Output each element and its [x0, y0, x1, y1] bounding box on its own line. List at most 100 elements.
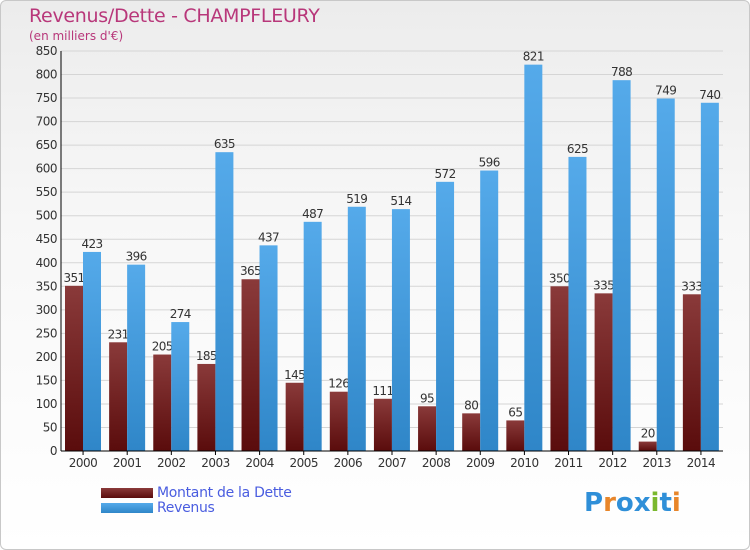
bar-dette-2004 [241, 279, 260, 451]
value-label-revenus-2007: 514 [390, 194, 411, 208]
logo-letter: t [659, 488, 672, 518]
value-label-dette-2010: 65 [508, 405, 522, 419]
y-tick-label: 0 [50, 444, 57, 458]
logo-letter: x [633, 488, 651, 518]
value-label-dette-2008: 95 [420, 391, 434, 405]
y-tick-label: 450 [36, 232, 57, 246]
value-label-dette-2011: 350 [549, 271, 570, 285]
bar-revenus-2005 [303, 221, 322, 451]
value-label-dette-2014: 333 [681, 279, 702, 293]
bar-revenus-2001 [127, 264, 146, 451]
value-label-revenus-2008: 572 [435, 167, 456, 181]
bar-revenus-2010 [524, 64, 543, 451]
value-label-dette-2013: 20 [641, 427, 655, 441]
value-label-revenus-2012: 788 [611, 65, 632, 79]
value-label-revenus-2004: 437 [258, 230, 279, 244]
value-label-dette-2012: 335 [593, 278, 614, 292]
bar-revenus-2014 [700, 102, 719, 451]
y-tick-label: 100 [36, 397, 57, 411]
value-label-dette-2002: 205 [152, 340, 173, 354]
bar-dette-2001 [109, 342, 128, 451]
value-label-dette-2005: 145 [284, 368, 305, 382]
x-tick-label-2004: 2004 [245, 456, 274, 470]
bar-revenus-2011 [568, 156, 587, 451]
value-label-dette-2007: 111 [372, 384, 393, 398]
x-tick-label-2013: 2013 [643, 456, 672, 470]
bar-dette-2014 [682, 294, 701, 451]
bar-dette-2000 [65, 285, 83, 451]
bar-revenus-2003 [215, 152, 234, 452]
proxiti-logo: Proxiti [584, 488, 681, 518]
bar-dette-2013 [638, 441, 657, 451]
logo-letter: P [584, 488, 604, 518]
y-tick-label: 550 [36, 185, 57, 199]
x-tick-label-2008: 2008 [422, 456, 451, 470]
value-label-dette-2003: 185 [196, 349, 217, 363]
value-label-revenus-2014: 740 [699, 88, 720, 102]
legend-label-dette: Montant de la Dette [157, 484, 292, 501]
y-tick-label: 350 [36, 279, 57, 293]
y-tick-label: 700 [36, 115, 57, 129]
y-tick-label: 800 [36, 68, 57, 82]
y-tick-label: 50 [43, 420, 57, 434]
y-tick-label: 400 [36, 256, 57, 270]
logo-letter: i [650, 488, 660, 518]
value-label-dette-2001: 231 [108, 327, 129, 341]
value-label-revenus-2001: 396 [126, 250, 147, 264]
bar-dette-2007 [373, 398, 392, 451]
x-tick-label-2009: 2009 [466, 456, 495, 470]
bar-revenus-2002 [171, 322, 190, 451]
y-tick-label: 200 [36, 350, 57, 364]
legend-item-revenus: Revenus [101, 499, 292, 516]
legend-swatch-revenus [101, 502, 153, 513]
x-tick-label-2010: 2010 [510, 456, 539, 470]
x-tick-label-2000: 2000 [69, 456, 98, 470]
value-label-dette-2004: 365 [240, 264, 261, 278]
value-label-dette-2006: 126 [328, 377, 349, 391]
x-tick-label-2003: 2003 [201, 456, 230, 470]
x-tick-label-2006: 2006 [334, 456, 363, 470]
value-label-revenus-2002: 274 [170, 307, 191, 321]
value-label-revenus-2005: 487 [302, 207, 323, 221]
legend-item-dette: Montant de la Dette [101, 484, 292, 501]
bar-revenus-2008 [436, 181, 455, 451]
y-tick-label: 600 [36, 162, 57, 176]
x-tick-label-2001: 2001 [113, 456, 142, 470]
logo-letter: r [603, 488, 616, 518]
y-tick-label: 250 [36, 326, 57, 340]
bar-dette-2010 [506, 420, 525, 451]
x-tick-label-2002: 2002 [157, 456, 186, 470]
value-label-revenus-2010: 821 [523, 50, 544, 64]
legend-swatch-dette [101, 487, 153, 498]
y-tick-label: 150 [36, 373, 57, 387]
y-tick-label: 850 [36, 44, 57, 58]
bar-revenus-2006 [347, 206, 366, 451]
x-tick-label-2012: 2012 [598, 456, 627, 470]
bar-dette-2012 [594, 293, 613, 451]
x-tick-label-2007: 2007 [378, 456, 407, 470]
bar-revenus-2000 [83, 251, 101, 451]
chart-subtitle: (en milliers d'€) [29, 29, 124, 43]
bar-revenus-2013 [656, 98, 675, 451]
bar-revenus-2004 [259, 245, 278, 451]
value-label-dette-2009: 80 [464, 398, 478, 412]
y-tick-label: 750 [36, 91, 57, 105]
bar-dette-2006 [329, 391, 348, 451]
bar-revenus-2012 [612, 80, 631, 452]
legend-label-revenus: Revenus [157, 499, 215, 516]
x-tick-label-2005: 2005 [289, 456, 318, 470]
value-label-revenus-2000: 423 [81, 237, 102, 251]
bar-revenus-2009 [480, 170, 499, 451]
bar-dette-2008 [418, 406, 437, 451]
bar-dette-2005 [285, 382, 304, 451]
bar-dette-2003 [197, 363, 216, 451]
bar-revenus-2007 [391, 209, 410, 451]
bar-dette-2002 [153, 354, 172, 451]
value-label-revenus-2011: 625 [567, 142, 588, 156]
x-tick-label-2014: 2014 [687, 456, 716, 470]
legend: Montant de la Dette Revenus [101, 484, 292, 516]
y-tick-label: 650 [36, 138, 57, 152]
bar-dette-2011 [550, 286, 569, 451]
